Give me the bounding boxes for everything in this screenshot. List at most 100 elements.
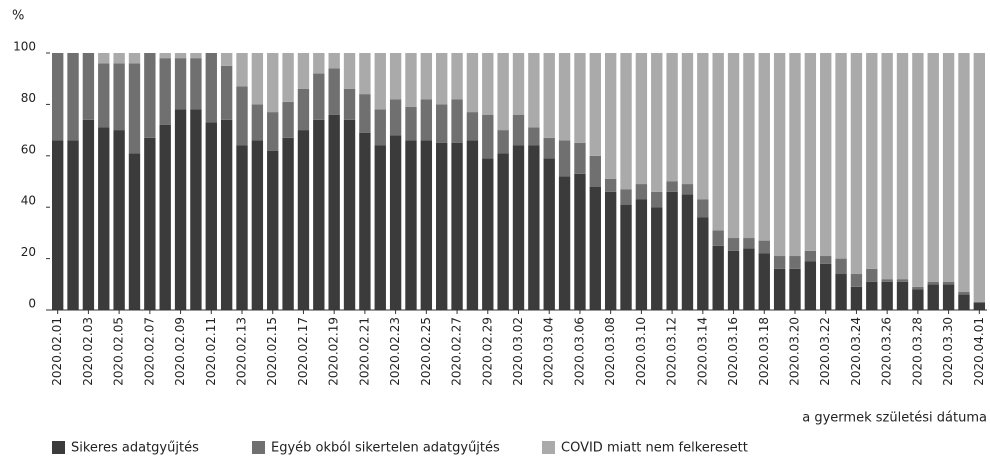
bar-segment xyxy=(866,53,878,269)
bar-segment xyxy=(958,53,970,293)
bar-segment xyxy=(374,109,386,146)
bar-segment xyxy=(420,53,433,100)
bar-segment xyxy=(497,130,509,154)
bar-segment xyxy=(236,53,248,87)
bar-segment xyxy=(973,53,986,303)
bar-segment xyxy=(328,114,340,311)
x-tick-label: 2020.02.11 xyxy=(204,317,218,386)
bar-segment xyxy=(912,286,924,290)
bar-segment xyxy=(789,268,801,310)
x-tick-label: 2020.02.21 xyxy=(357,317,371,386)
x-tick-label: 2020.03.22 xyxy=(818,317,832,386)
bar-segment xyxy=(282,53,294,102)
bar-segment xyxy=(174,53,187,59)
bar-segment xyxy=(267,150,279,310)
x-tick-label: 2020.03.16 xyxy=(726,317,740,386)
bar-segment xyxy=(389,99,402,136)
bar-segment xyxy=(727,238,740,251)
bar-segment xyxy=(159,124,171,311)
x-tick-label: 2020.02.23 xyxy=(388,317,402,386)
bar-segment xyxy=(973,302,986,310)
bar-segment xyxy=(620,204,632,310)
bar-segment xyxy=(666,191,678,310)
bar-segment xyxy=(820,53,832,257)
bar-segment xyxy=(558,53,571,141)
bar-segment xyxy=(835,53,847,259)
bar-segment xyxy=(958,292,970,295)
x-tick-label: 2020.03.20 xyxy=(787,317,801,386)
bar-segment xyxy=(236,86,248,146)
x-tick-label: 2020.02.03 xyxy=(81,317,95,386)
bar-segment xyxy=(128,153,141,310)
bar-segment xyxy=(251,140,264,310)
bar-segment xyxy=(543,158,555,310)
bar-segment xyxy=(436,104,448,143)
bar-segment xyxy=(205,122,217,310)
bar-segment xyxy=(635,184,648,200)
bar-segment xyxy=(328,53,340,69)
bar-segment xyxy=(466,112,479,141)
bar-segment xyxy=(497,53,509,131)
bar-segment xyxy=(436,142,448,310)
bar-segment xyxy=(927,284,939,310)
bar-segment xyxy=(343,119,356,310)
bar-segment xyxy=(174,58,187,110)
bar-segment xyxy=(297,53,310,89)
bar-segment xyxy=(67,53,79,141)
bar-segment xyxy=(144,137,156,310)
legend-label: Sikeres adatgyűjtés xyxy=(71,441,199,456)
bar-segment xyxy=(251,104,264,141)
bar-segment xyxy=(128,53,141,64)
x-tick-label: 2020.02.25 xyxy=(419,317,433,386)
bar-segment xyxy=(651,207,663,310)
x-tick-label: 2020.03.18 xyxy=(757,317,771,386)
bar-segment xyxy=(942,53,955,282)
bar-segment xyxy=(697,199,709,218)
bar-segment xyxy=(405,53,417,107)
x-tick-label: 2020.02.17 xyxy=(296,317,310,386)
bar-segment xyxy=(359,132,371,310)
bar-segment xyxy=(297,130,310,310)
bar-segment xyxy=(313,119,325,310)
bar-segment xyxy=(651,191,663,208)
bar-segment xyxy=(758,240,770,254)
bar-segment xyxy=(789,256,801,269)
bar-segment xyxy=(804,261,817,310)
bar-segment xyxy=(681,53,694,185)
bar-segment xyxy=(482,53,494,115)
bar-segment xyxy=(267,112,279,151)
bar-segment xyxy=(98,127,110,310)
bar-segment xyxy=(574,142,586,174)
bar-segment xyxy=(835,274,847,310)
bar-segment xyxy=(727,250,740,310)
bar-segment xyxy=(866,268,878,282)
bar-segment xyxy=(620,189,632,205)
bar-segment xyxy=(773,53,786,257)
bar-segment xyxy=(343,53,356,89)
bar-segment xyxy=(190,53,202,59)
bar-segment xyxy=(850,274,863,287)
bar-segment xyxy=(436,53,448,105)
bar-segment xyxy=(589,53,601,156)
legend-label: COVID miatt nem felkeresett xyxy=(561,441,748,456)
bar-segment xyxy=(942,281,955,285)
bar-segment xyxy=(604,53,617,179)
bar-segment xyxy=(512,53,525,115)
y-tick-label: 40 xyxy=(21,194,36,208)
bar-segment xyxy=(374,145,386,310)
bar-segment xyxy=(313,73,325,120)
bar-segment xyxy=(236,145,248,310)
bar-segment xyxy=(727,53,740,239)
bar-segment xyxy=(466,53,479,113)
bar-segment xyxy=(912,53,924,287)
bar-segment xyxy=(343,88,356,120)
x-axis-label: a gyermek születési dátuma xyxy=(802,411,987,426)
legend-swatch xyxy=(252,441,265,454)
bar-segment xyxy=(589,155,601,187)
bar-segment xyxy=(528,127,540,146)
bar-segment xyxy=(927,53,939,282)
x-tick-label: 2020.03.10 xyxy=(634,317,648,386)
bar-segment xyxy=(67,140,79,310)
bar-segment xyxy=(743,53,755,239)
